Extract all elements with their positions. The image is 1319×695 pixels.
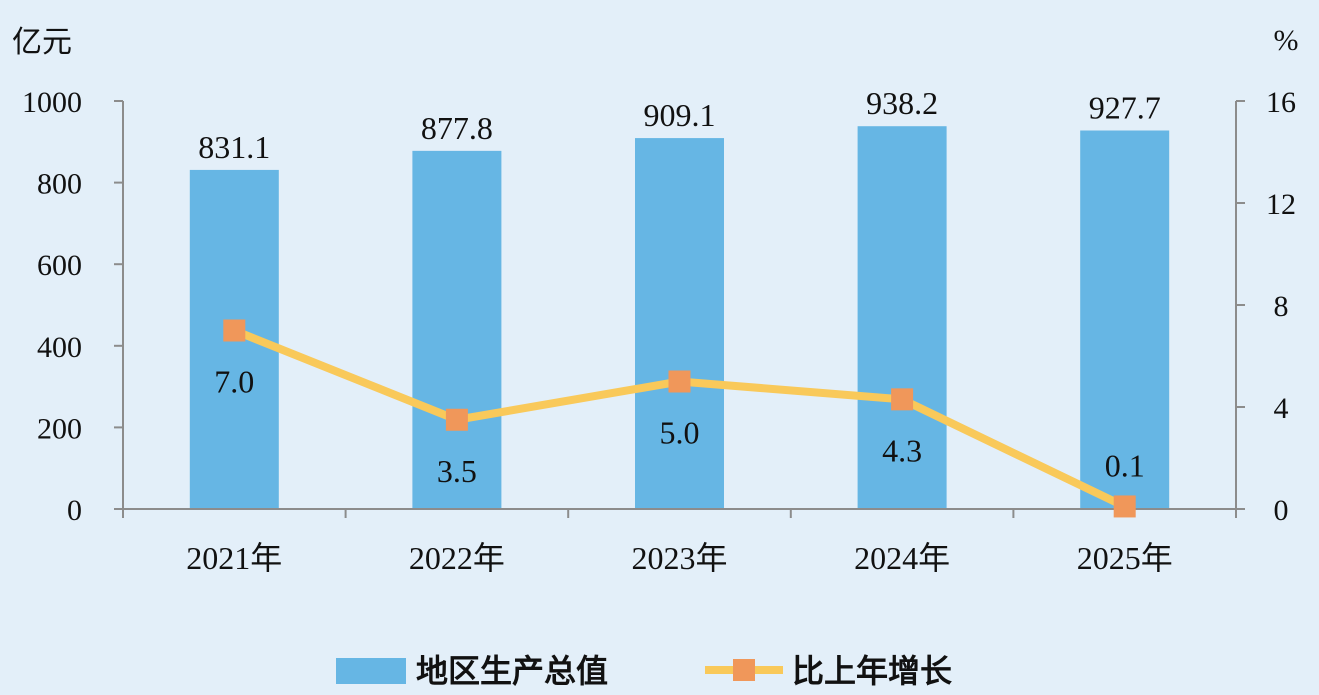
right-tick-label: 4 — [1274, 392, 1289, 425]
line-marker — [445, 408, 468, 431]
category-label: 2022年 — [409, 540, 505, 576]
bar-value-label: 927.7 — [1089, 89, 1161, 125]
bar-series: 831.1 877.8 909.1 938.2 927.7 — [189, 85, 1170, 509]
right-axis-ticks: 0 4 8 12 16 — [1266, 86, 1296, 527]
right-axis-unit: % — [1274, 24, 1299, 57]
bar-value-label: 909.1 — [644, 97, 716, 133]
left-tick-label: 600 — [37, 249, 82, 282]
category-labels: 2021年 2022年 2023年 2024年 2025年 — [186, 540, 1172, 576]
bar — [412, 150, 502, 509]
line-marker — [668, 370, 691, 393]
right-tick-label: 0 — [1274, 494, 1289, 527]
right-tick-label: 12 — [1266, 188, 1296, 221]
category-label: 2025年 — [1077, 540, 1173, 576]
bar — [857, 126, 947, 509]
line-value-label: 4.3 — [882, 432, 922, 468]
legend-bar-label: 地区生产总值 — [416, 652, 608, 690]
line-value-label: 0.1 — [1105, 447, 1145, 483]
line-value-label: 5.0 — [660, 415, 700, 451]
line-value-label: 3.5 — [437, 453, 477, 489]
bar-value-label: 877.8 — [421, 110, 493, 146]
legend-bar-swatch — [336, 658, 406, 684]
left-tick-label: 400 — [37, 331, 82, 364]
line-series: 7.0 3.5 5.0 4.3 0.1 — [214, 319, 1145, 518]
line-marker — [223, 319, 246, 342]
right-tick-label: 8 — [1274, 290, 1289, 323]
legend-line-label: 比上年增长 — [792, 652, 952, 690]
left-axis-ticks: 0 200 400 600 800 1000 — [22, 86, 82, 527]
left-tick-label: 1000 — [22, 86, 82, 119]
bar-value-label: 938.2 — [866, 85, 938, 121]
right-tick-label: 16 — [1266, 86, 1296, 119]
category-label: 2021年 — [186, 540, 282, 576]
legend-marker-swatch — [733, 659, 755, 681]
left-tick-label: 200 — [37, 412, 82, 445]
left-tick-label: 0 — [67, 494, 82, 527]
left-tick-label: 800 — [37, 168, 82, 201]
line-marker — [891, 388, 914, 411]
category-label: 2023年 — [631, 540, 727, 576]
category-label: 2024年 — [854, 540, 950, 576]
left-axis-unit: 亿元 — [12, 26, 72, 59]
bar-value-label: 831.1 — [198, 129, 270, 165]
line-marker — [1113, 495, 1136, 518]
line-value-label: 7.0 — [214, 364, 254, 400]
legend: 地区生产总值 比上年增长 — [336, 652, 952, 690]
axes — [114, 100, 1245, 518]
bar — [1080, 130, 1170, 509]
bar — [635, 138, 724, 509]
